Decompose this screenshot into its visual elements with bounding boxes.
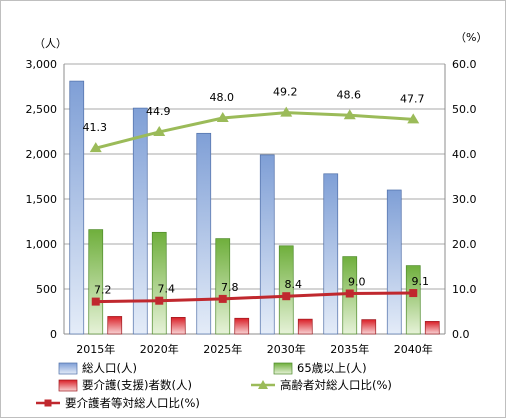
- right-tick-label: 60.0: [452, 58, 477, 71]
- left-tick-label: 1,000: [26, 238, 58, 251]
- legend-item: 高齢者対総人口比(%): [251, 378, 392, 392]
- x-tick-label: 2020年: [140, 342, 179, 356]
- x-tick-label: 2015年: [76, 342, 115, 356]
- lines: [89, 106, 420, 306]
- left-tick-label: 1,500: [26, 193, 58, 206]
- label-care-ratio: 7.4: [158, 283, 176, 296]
- bar-care-recipients: [170, 317, 186, 335]
- point-care-ratio: [409, 289, 418, 298]
- label-elderly-ratio: 48.0: [210, 91, 235, 104]
- x-tick-label: 2040年: [394, 342, 433, 356]
- legend-item: 要介護(支援)者数(人): [58, 378, 192, 392]
- bar-total-population: [69, 80, 85, 335]
- legend-label: 総人口(人): [82, 361, 137, 375]
- point-elderly-ratio: [153, 125, 166, 136]
- point-elderly-ratio: [343, 109, 356, 120]
- legend-label: 65歳以上(人): [297, 361, 367, 375]
- label-elderly-ratio: 48.6: [337, 88, 362, 101]
- legend-label: 高齢者対総人口比(%): [280, 378, 392, 392]
- point-care-ratio: [218, 294, 227, 303]
- left-tick-label: 2,500: [26, 103, 58, 116]
- legend-swatch: [273, 362, 293, 375]
- point-elderly-ratio: [407, 113, 420, 124]
- legend-swatch: [58, 379, 78, 392]
- left-tick-label: 500: [36, 283, 57, 296]
- left-tick-label: 3,000: [26, 58, 58, 71]
- right-tick-label: 20.0: [452, 238, 477, 251]
- label-care-ratio: 9.0: [348, 276, 366, 289]
- left-tick-label: 0: [50, 328, 57, 341]
- legend-item: 65歳以上(人): [273, 361, 367, 375]
- legend-marker: [44, 399, 52, 407]
- point-elderly-ratio: [89, 142, 102, 153]
- right-tick-label: 50.0: [452, 103, 477, 116]
- bar-care-recipients: [297, 318, 313, 335]
- legend-label: 要介護者等対総人口比(%): [65, 396, 200, 410]
- bar-care-recipients: [424, 321, 440, 335]
- label-care-ratio: 7.8: [221, 281, 239, 294]
- right-tick-label: 40.0: [452, 148, 477, 161]
- legend-item: 要介護者等対総人口比(%): [36, 396, 200, 410]
- left-axis-unit: （人）: [34, 37, 67, 50]
- label-elderly-ratio: 47.7: [400, 92, 425, 105]
- bar-age-65-plus: [88, 229, 104, 335]
- legend-item: 総人口(人): [58, 361, 137, 375]
- bar-total-population: [196, 132, 212, 335]
- gridlines: [64, 63, 445, 335]
- bar-total-population: [132, 107, 148, 335]
- legend: 総人口(人) 65歳以上(人) 要介護(支援)者数(人) 高齢者対総人口比(%) 要介護…: [36, 361, 392, 410]
- bar-total-population: [259, 154, 275, 335]
- bar-age-65-plus: [278, 245, 294, 335]
- label-care-ratio: 8.4: [285, 278, 303, 291]
- bar-total-population: [323, 173, 339, 335]
- x-tick-label: 2035年: [330, 342, 369, 356]
- right-tick-label: 0.0: [452, 328, 470, 341]
- bars: [69, 80, 440, 335]
- bar-care-recipients: [234, 317, 250, 335]
- axes: （人） （%） 0 0.0 500 10.0 1,000 20.0 1,500 30.0 2,0…: [26, 31, 488, 356]
- right-tick-label: 30.0: [452, 193, 477, 206]
- line-elderly-ratio: [95, 111, 414, 150]
- point-care-ratio: [91, 297, 100, 306]
- point-elderly-ratio: [280, 106, 293, 117]
- bar-total-population: [386, 189, 402, 335]
- label-elderly-ratio: 49.2: [273, 86, 298, 99]
- label-elderly-ratio: 44.9: [146, 105, 171, 118]
- legend-marker: [258, 380, 268, 389]
- x-tick-label: 2030年: [267, 342, 306, 356]
- bar-age-65-plus: [151, 231, 167, 335]
- bar-age-65-plus: [215, 238, 231, 335]
- left-tick-label: 2,000: [26, 148, 58, 161]
- point-care-ratio: [155, 296, 164, 305]
- label-elderly-ratio: 41.3: [83, 121, 108, 134]
- point-care-ratio: [282, 292, 291, 301]
- point-care-ratio: [345, 289, 354, 298]
- label-care-ratio: 9.1: [412, 275, 430, 288]
- legend-label: 要介護(支援)者数(人): [82, 378, 192, 392]
- point-elderly-ratio: [216, 112, 229, 122]
- x-tick-label: 2025年: [203, 342, 242, 356]
- bar-age-65-plus: [405, 265, 421, 335]
- data-labels: 41.3 44.9 48.0 49.2 48.6 47.7 7.2 7.4 7.8 8.4 9.0 9…: [83, 86, 430, 297]
- line-care-ratio: [95, 291, 414, 304]
- label-care-ratio: 7.2: [94, 284, 112, 297]
- bar-care-recipients: [361, 319, 377, 335]
- right-axis-unit: （%）: [455, 31, 487, 44]
- legend-swatch: [58, 362, 78, 375]
- bar-care-recipients: [107, 316, 123, 335]
- right-tick-label: 10.0: [452, 283, 477, 296]
